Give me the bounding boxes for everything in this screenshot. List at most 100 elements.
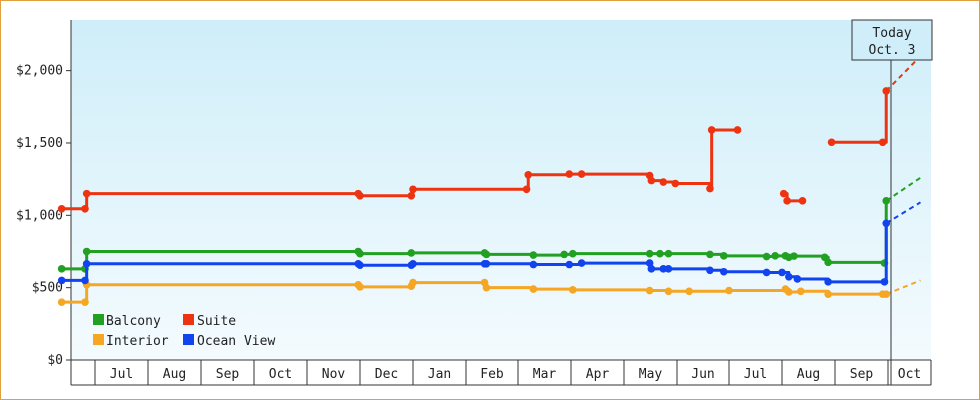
data-point [577,259,586,267]
data-point [707,126,716,134]
data-point [409,259,417,268]
data-point [81,298,89,306]
data-point [565,170,574,178]
data-point [568,249,577,258]
x-tick-label: Jun [691,367,714,382]
data-point [645,286,654,295]
data-point [81,276,89,285]
legend-swatch-interior [93,334,104,345]
data-point [356,191,364,200]
x-tick-label: Nov [322,367,346,382]
data-point [785,288,793,296]
data-point [878,138,887,147]
y-tick-label: $2,000 [16,64,63,79]
x-tick-label: Sep [216,367,240,382]
legend-swatch-ocean-view [183,334,194,345]
data-point [407,249,416,257]
data-point [798,197,807,205]
data-point [647,176,656,185]
y-axis: $0 $500 $1,000 $1,500 $2,000 [16,20,72,385]
data-point [733,126,742,134]
x-tick-label: Apr [586,367,610,382]
data-point [482,250,491,259]
x-tick-label: Dec [375,367,398,382]
data-point [783,197,791,205]
data-point [409,185,417,194]
today-label-line2: Oct. 3 [869,43,916,58]
data-point [409,278,417,287]
legend-label-interior: Interior [106,334,169,349]
data-point [529,260,538,269]
x-tick-label: Oct [269,367,292,382]
data-point [793,275,802,283]
x-tick-label: Oct [898,367,921,382]
today-marker: Today Oct. 3 [851,19,933,385]
data-point [671,179,680,188]
data-point [720,267,728,276]
data-point [57,298,66,306]
data-point [82,247,91,256]
data-point [685,287,693,296]
legend-label-ocean-view: Ocean View [197,334,275,349]
data-point [725,286,733,295]
data-point [482,283,491,292]
data-point [81,205,89,213]
data-point [824,258,832,267]
legend: Balcony Suite Interior Ocean View [93,314,275,349]
data-point [664,287,673,296]
y-tick-label: $1,000 [16,208,63,223]
series-suite [57,55,922,213]
x-tick-label: Sep [850,367,874,382]
data-point [522,185,531,194]
legend-swatch-balcony [93,314,104,325]
data-point [656,249,664,258]
data-point [529,285,538,293]
data-point [762,268,771,277]
data-point [785,273,793,281]
data-point [82,259,91,268]
data-point [524,171,533,179]
data-point [706,250,714,259]
data-point [560,250,568,259]
series-balcony [57,176,922,273]
data-point [771,252,779,260]
data-point [356,283,364,291]
projection-line [885,176,922,202]
legend-swatch-suite [183,314,194,325]
projection-line [885,55,922,92]
series-layer [57,55,922,306]
data-point [482,259,491,268]
legend-label-suite: Suite [197,314,236,329]
data-point [720,252,728,260]
data-point [57,205,66,213]
x-tick-label: Aug [163,367,186,382]
data-point [645,259,654,267]
data-point [529,251,538,259]
data-point [82,189,91,198]
data-point [762,252,771,261]
x-tick-label: Aug [797,367,820,382]
data-point [797,287,805,296]
data-point [778,268,786,277]
data-point [647,265,656,273]
today-box [851,19,933,61]
x-axis: Jul Aug Sep Oct Nov Dec Jan Feb Mar Apr May Jun Jul A… [71,359,932,386]
y-tick-label: $0 [47,353,63,368]
x-tick-label: May [639,367,663,382]
data-point [577,170,586,178]
projection-line [885,201,922,225]
data-point [824,290,832,298]
today-label-line1: Today [872,26,911,41]
data-point [779,189,788,198]
data-point [824,278,832,286]
data-point [407,191,416,200]
y-tick-label: $500 [32,281,63,296]
data-point [790,252,798,260]
data-point [706,184,714,193]
data-point [356,261,364,270]
legend-label-balcony: Balcony [106,314,161,329]
data-point [565,260,574,269]
x-tick-label: Feb [480,367,504,382]
y-tick-label: $1,500 [16,136,63,151]
